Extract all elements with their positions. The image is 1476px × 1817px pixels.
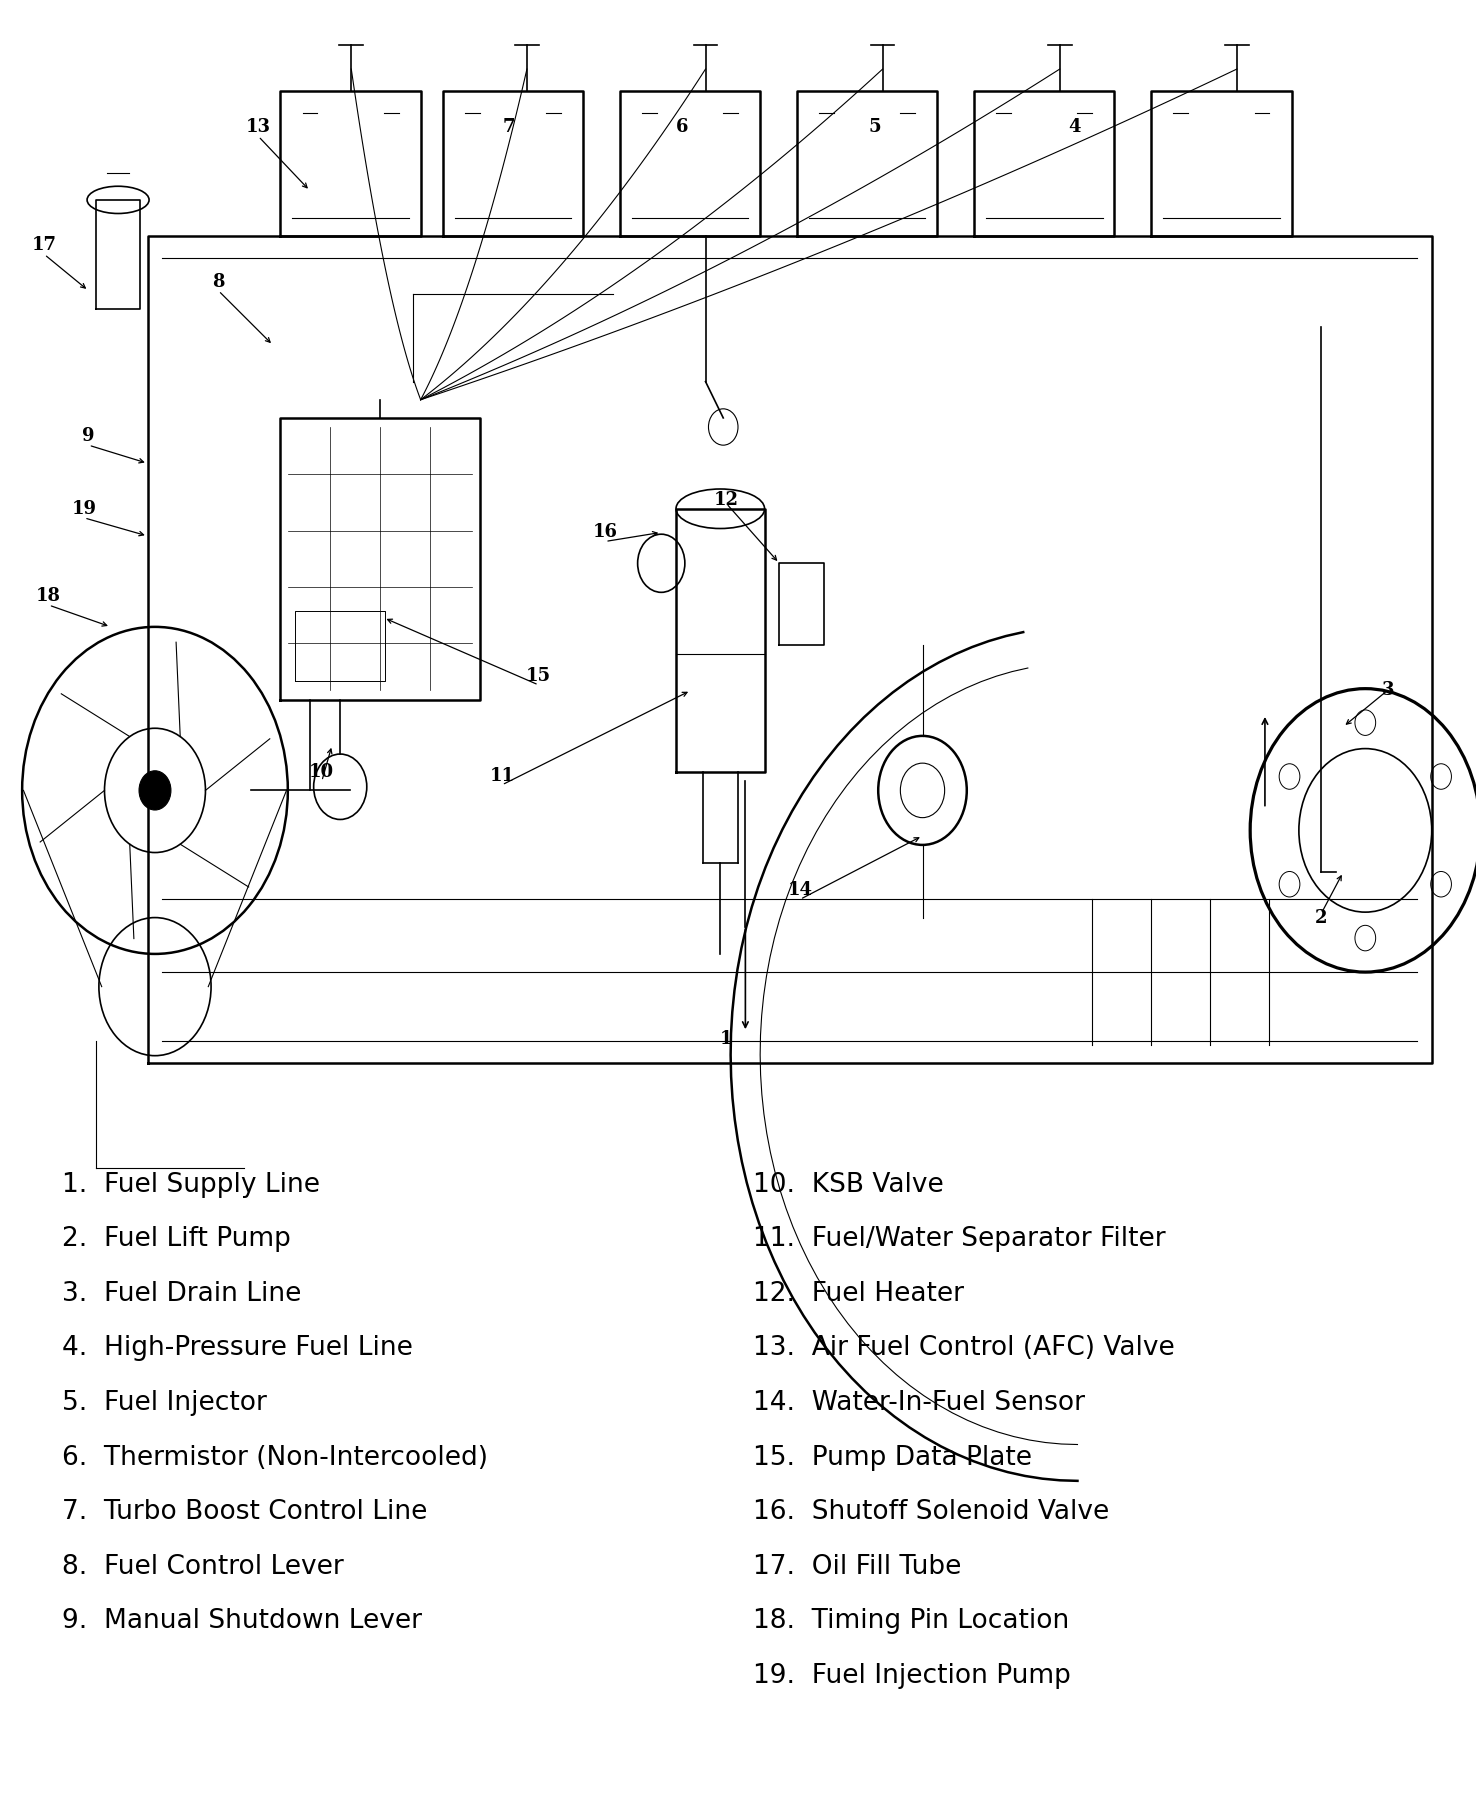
Text: 7.  Turbo Boost Control Line: 7. Turbo Boost Control Line xyxy=(62,1499,428,1524)
Text: 3: 3 xyxy=(1382,681,1393,700)
Text: 11: 11 xyxy=(490,767,514,785)
Text: 16: 16 xyxy=(593,523,617,541)
Text: 3.  Fuel Drain Line: 3. Fuel Drain Line xyxy=(62,1281,301,1306)
Text: 9: 9 xyxy=(83,427,94,445)
Text: 8.  Fuel Control Lever: 8. Fuel Control Lever xyxy=(62,1554,344,1579)
Text: 2: 2 xyxy=(1315,908,1327,927)
Text: 12: 12 xyxy=(714,491,738,509)
Text: 16.  Shutoff Solenoid Valve: 16. Shutoff Solenoid Valve xyxy=(753,1499,1108,1524)
Text: 17: 17 xyxy=(32,236,56,254)
Text: 14: 14 xyxy=(788,881,812,899)
Text: 15.  Pump Data Plate: 15. Pump Data Plate xyxy=(753,1445,1032,1470)
Text: 1: 1 xyxy=(720,1030,732,1048)
Text: 4.  High-Pressure Fuel Line: 4. High-Pressure Fuel Line xyxy=(62,1335,413,1361)
Text: 1.  Fuel Supply Line: 1. Fuel Supply Line xyxy=(62,1172,320,1197)
Text: 6: 6 xyxy=(676,118,688,136)
Text: 10.  KSB Valve: 10. KSB Valve xyxy=(753,1172,943,1197)
Text: 13.  Air Fuel Control (AFC) Valve: 13. Air Fuel Control (AFC) Valve xyxy=(753,1335,1175,1361)
Text: 13: 13 xyxy=(246,118,270,136)
Text: 19.  Fuel Injection Pump: 19. Fuel Injection Pump xyxy=(753,1663,1070,1688)
Text: 18.  Timing Pin Location: 18. Timing Pin Location xyxy=(753,1608,1069,1633)
Text: 9.  Manual Shutdown Lever: 9. Manual Shutdown Lever xyxy=(62,1608,422,1633)
Text: 12.  Fuel Heater: 12. Fuel Heater xyxy=(753,1281,964,1306)
Text: 6.  Thermistor (Non-Intercooled): 6. Thermistor (Non-Intercooled) xyxy=(62,1445,489,1470)
Text: 4: 4 xyxy=(1069,118,1080,136)
Text: 15: 15 xyxy=(525,667,552,685)
Text: 14.  Water-In-Fuel Sensor: 14. Water-In-Fuel Sensor xyxy=(753,1390,1085,1415)
Text: 10: 10 xyxy=(308,763,335,781)
Text: 19: 19 xyxy=(72,500,96,518)
Text: 2.  Fuel Lift Pump: 2. Fuel Lift Pump xyxy=(62,1226,291,1252)
Text: 18: 18 xyxy=(37,587,61,605)
Text: 5: 5 xyxy=(869,118,881,136)
Text: 5.  Fuel Injector: 5. Fuel Injector xyxy=(62,1390,267,1415)
Text: 7: 7 xyxy=(503,118,515,136)
Text: 8: 8 xyxy=(213,273,224,291)
Text: 11.  Fuel/Water Separator Filter: 11. Fuel/Water Separator Filter xyxy=(753,1226,1166,1252)
Text: 17.  Oil Fill Tube: 17. Oil Fill Tube xyxy=(753,1554,961,1579)
Circle shape xyxy=(139,770,171,810)
